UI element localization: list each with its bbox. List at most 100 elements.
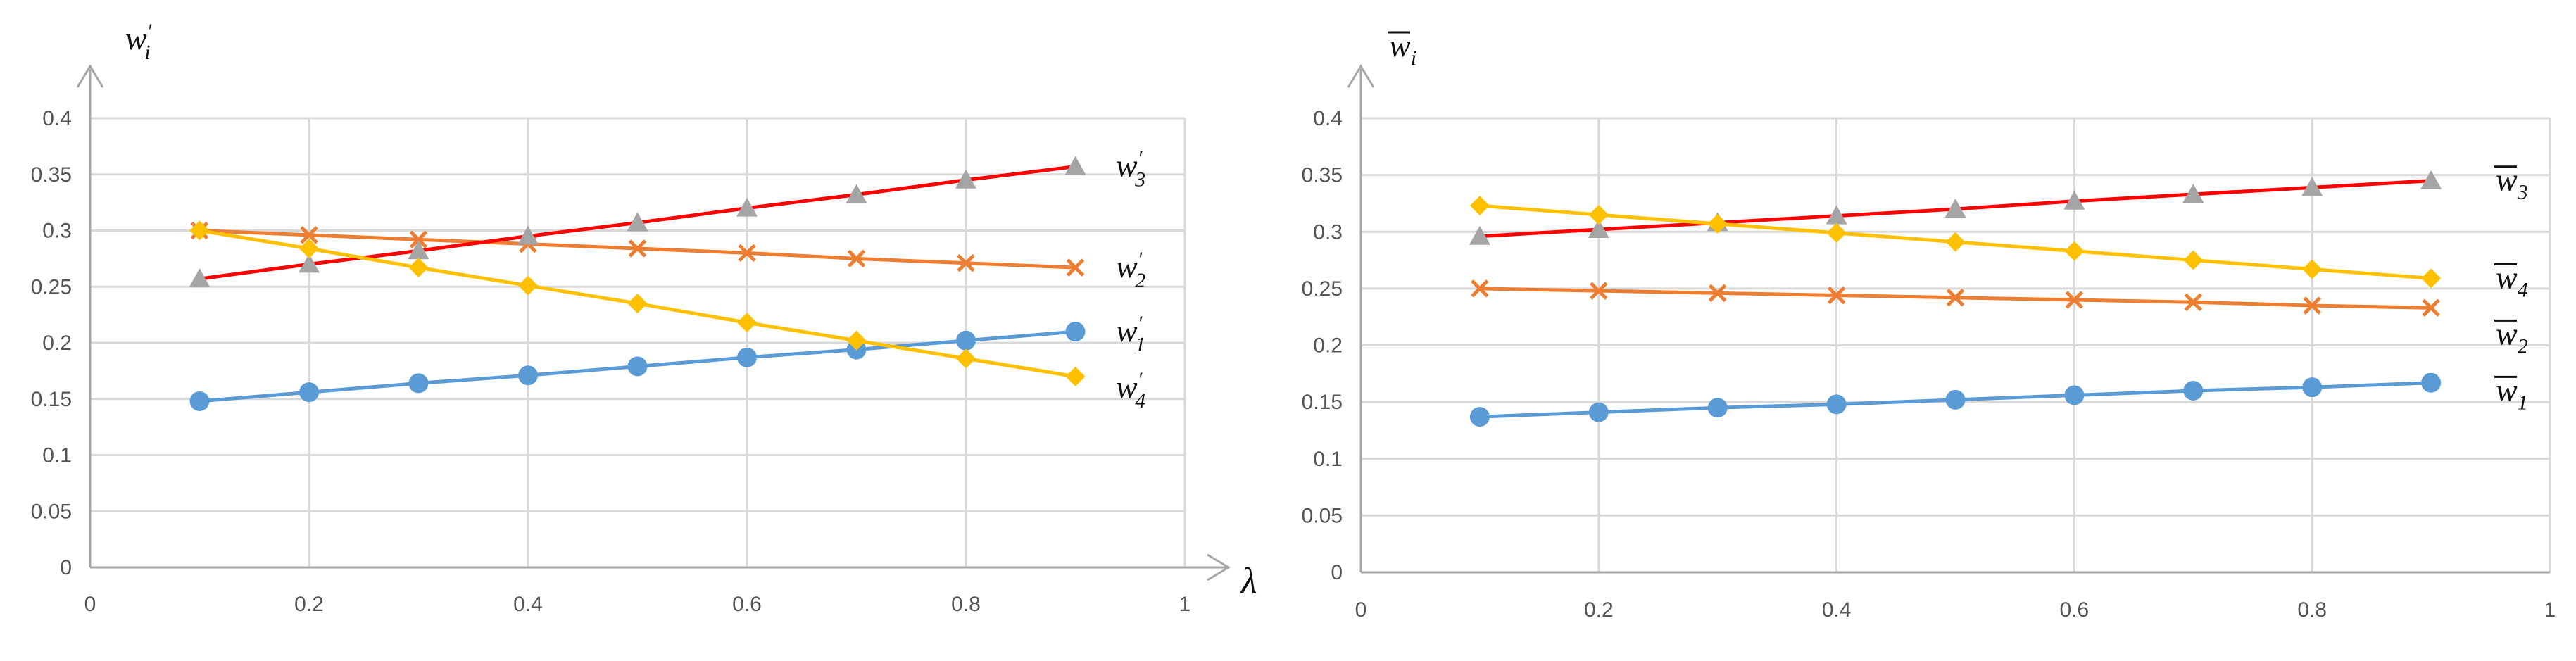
data-point-diamond [1588, 205, 1609, 225]
data-point-x [2184, 293, 2203, 311]
data-point-triangle [189, 268, 211, 288]
x-tick-label: 0.4 [513, 593, 543, 616]
data-point-triangle [517, 225, 539, 245]
data-point-diamond [2302, 259, 2323, 279]
x-tick-label: 0.4 [1822, 598, 1852, 622]
y-tick-label: 0 [60, 556, 72, 579]
data-point-circle [1826, 394, 1847, 415]
data-point-x [1708, 284, 1727, 303]
data-point-circle [189, 391, 210, 411]
data-point-x [2065, 291, 2084, 309]
x-tick-label: 1 [2544, 598, 2556, 622]
data-point-x [1590, 282, 1608, 300]
data-point-diamond [408, 258, 429, 278]
y-tick-label: 0.05 [31, 500, 72, 523]
data-point-diamond [846, 330, 867, 351]
data-point-triangle [2301, 177, 2323, 196]
data-point-triangle [408, 240, 429, 260]
data-point-triangle [299, 253, 320, 273]
data-point-circle [408, 373, 429, 394]
y-axis-arrow [76, 64, 104, 88]
x-tick-label: 0.8 [2297, 598, 2327, 622]
data-point-diamond [627, 294, 648, 314]
y-tick-label: 0.25 [1302, 277, 1343, 301]
data-point-x [847, 249, 866, 268]
x-axis-label: λ [1240, 561, 1257, 601]
series-w1 [189, 322, 1086, 411]
data-point-triangle [1826, 205, 1847, 225]
data-point-triangle [2182, 184, 2204, 203]
data-point-circle [299, 382, 319, 403]
data-point-circle [518, 365, 538, 386]
x-tick-label: 0 [84, 593, 96, 616]
x-tick-label: 0.6 [732, 593, 762, 616]
data-point-circle [627, 356, 648, 377]
data-point-triangle [1588, 219, 1609, 239]
data-point-triangle [955, 169, 976, 189]
series-label-w1: w1 [2496, 372, 2528, 414]
series-label-w4: w′ 4 [1116, 368, 1145, 413]
y-tick-label: 0.35 [1302, 164, 1343, 187]
data-point-circle [1945, 389, 1966, 410]
data-point-x [628, 239, 647, 258]
y-axis-label: w′ i [125, 20, 152, 64]
data-point-circle [2302, 377, 2323, 398]
y-tick-label: 0.25 [31, 275, 72, 298]
data-point-diamond [299, 239, 319, 259]
data-point-circle [2183, 381, 2204, 401]
data-point-diamond [1469, 196, 1490, 216]
y-tick-label: 0.4 [42, 107, 72, 130]
data-point-circle [1469, 407, 1490, 427]
y-tick-label: 0.15 [31, 388, 72, 411]
series-w3 [189, 156, 1086, 288]
series-w1 [1469, 372, 2442, 427]
data-point-circle [1588, 402, 1609, 422]
series-label-w2: w′ 2 [1116, 248, 1145, 292]
x-axis-arrow [1207, 553, 1231, 581]
data-point-x [738, 244, 756, 263]
data-point-x [300, 226, 318, 244]
data-point-triangle [736, 197, 758, 217]
data-point-circle [737, 347, 757, 367]
y-tick-label: 0.35 [31, 163, 72, 187]
y-tick-label: 0.1 [42, 444, 72, 467]
series-label-w1: w′ 1 [1116, 312, 1145, 356]
data-point-circle [956, 330, 976, 351]
y-tick-label: 0.05 [1302, 504, 1343, 527]
y-tick-label: 0 [1331, 561, 1343, 584]
x-tick-label: 0.8 [951, 593, 981, 616]
series-label-w4: w4 [2496, 259, 2528, 301]
data-point-circle [2064, 385, 2085, 405]
data-point-x [1471, 279, 1489, 298]
data-point-diamond [518, 275, 538, 296]
data-point-diamond [956, 348, 976, 369]
data-point-diamond [1945, 232, 1966, 252]
data-point-triangle [1944, 199, 1966, 218]
data-point-circle [1065, 322, 1086, 342]
y-tick-label: 0.4 [1313, 107, 1343, 130]
data-point-circle [1707, 398, 1728, 418]
series-label-w3: w3 [2496, 162, 2528, 204]
data-point-circle [2421, 372, 2442, 393]
data-point-diamond [1826, 222, 1847, 243]
x-tick-label: 0 [1355, 598, 1367, 622]
data-point-diamond [2183, 250, 2204, 270]
series-w2 [1471, 279, 2440, 317]
data-point-diamond [1707, 213, 1728, 234]
data-point-diamond [2064, 241, 2085, 261]
data-point-triangle [1469, 225, 1490, 245]
x-tick-label: 1 [1179, 593, 1191, 616]
data-point-diamond [2421, 268, 2442, 289]
y-tick-label: 0.2 [1313, 334, 1343, 358]
data-point-diamond [737, 313, 757, 333]
y-axis-label: wi [1389, 27, 1416, 70]
data-point-x [2303, 296, 2321, 315]
data-point-triangle [1064, 156, 1086, 175]
x-tick-label: 0.2 [294, 593, 324, 616]
x-tick-label: 0.2 [1584, 598, 1614, 622]
y-tick-label: 0.3 [1313, 220, 1343, 244]
series-label-w2: w2 [2496, 315, 2528, 358]
chart-1: 0 0.05 0.1 0.15 0.2 0.25 0.3 0.35 0.4 0 0.2 0.4 0.6 0… [31, 20, 1257, 616]
data-point-x [1827, 286, 1846, 305]
